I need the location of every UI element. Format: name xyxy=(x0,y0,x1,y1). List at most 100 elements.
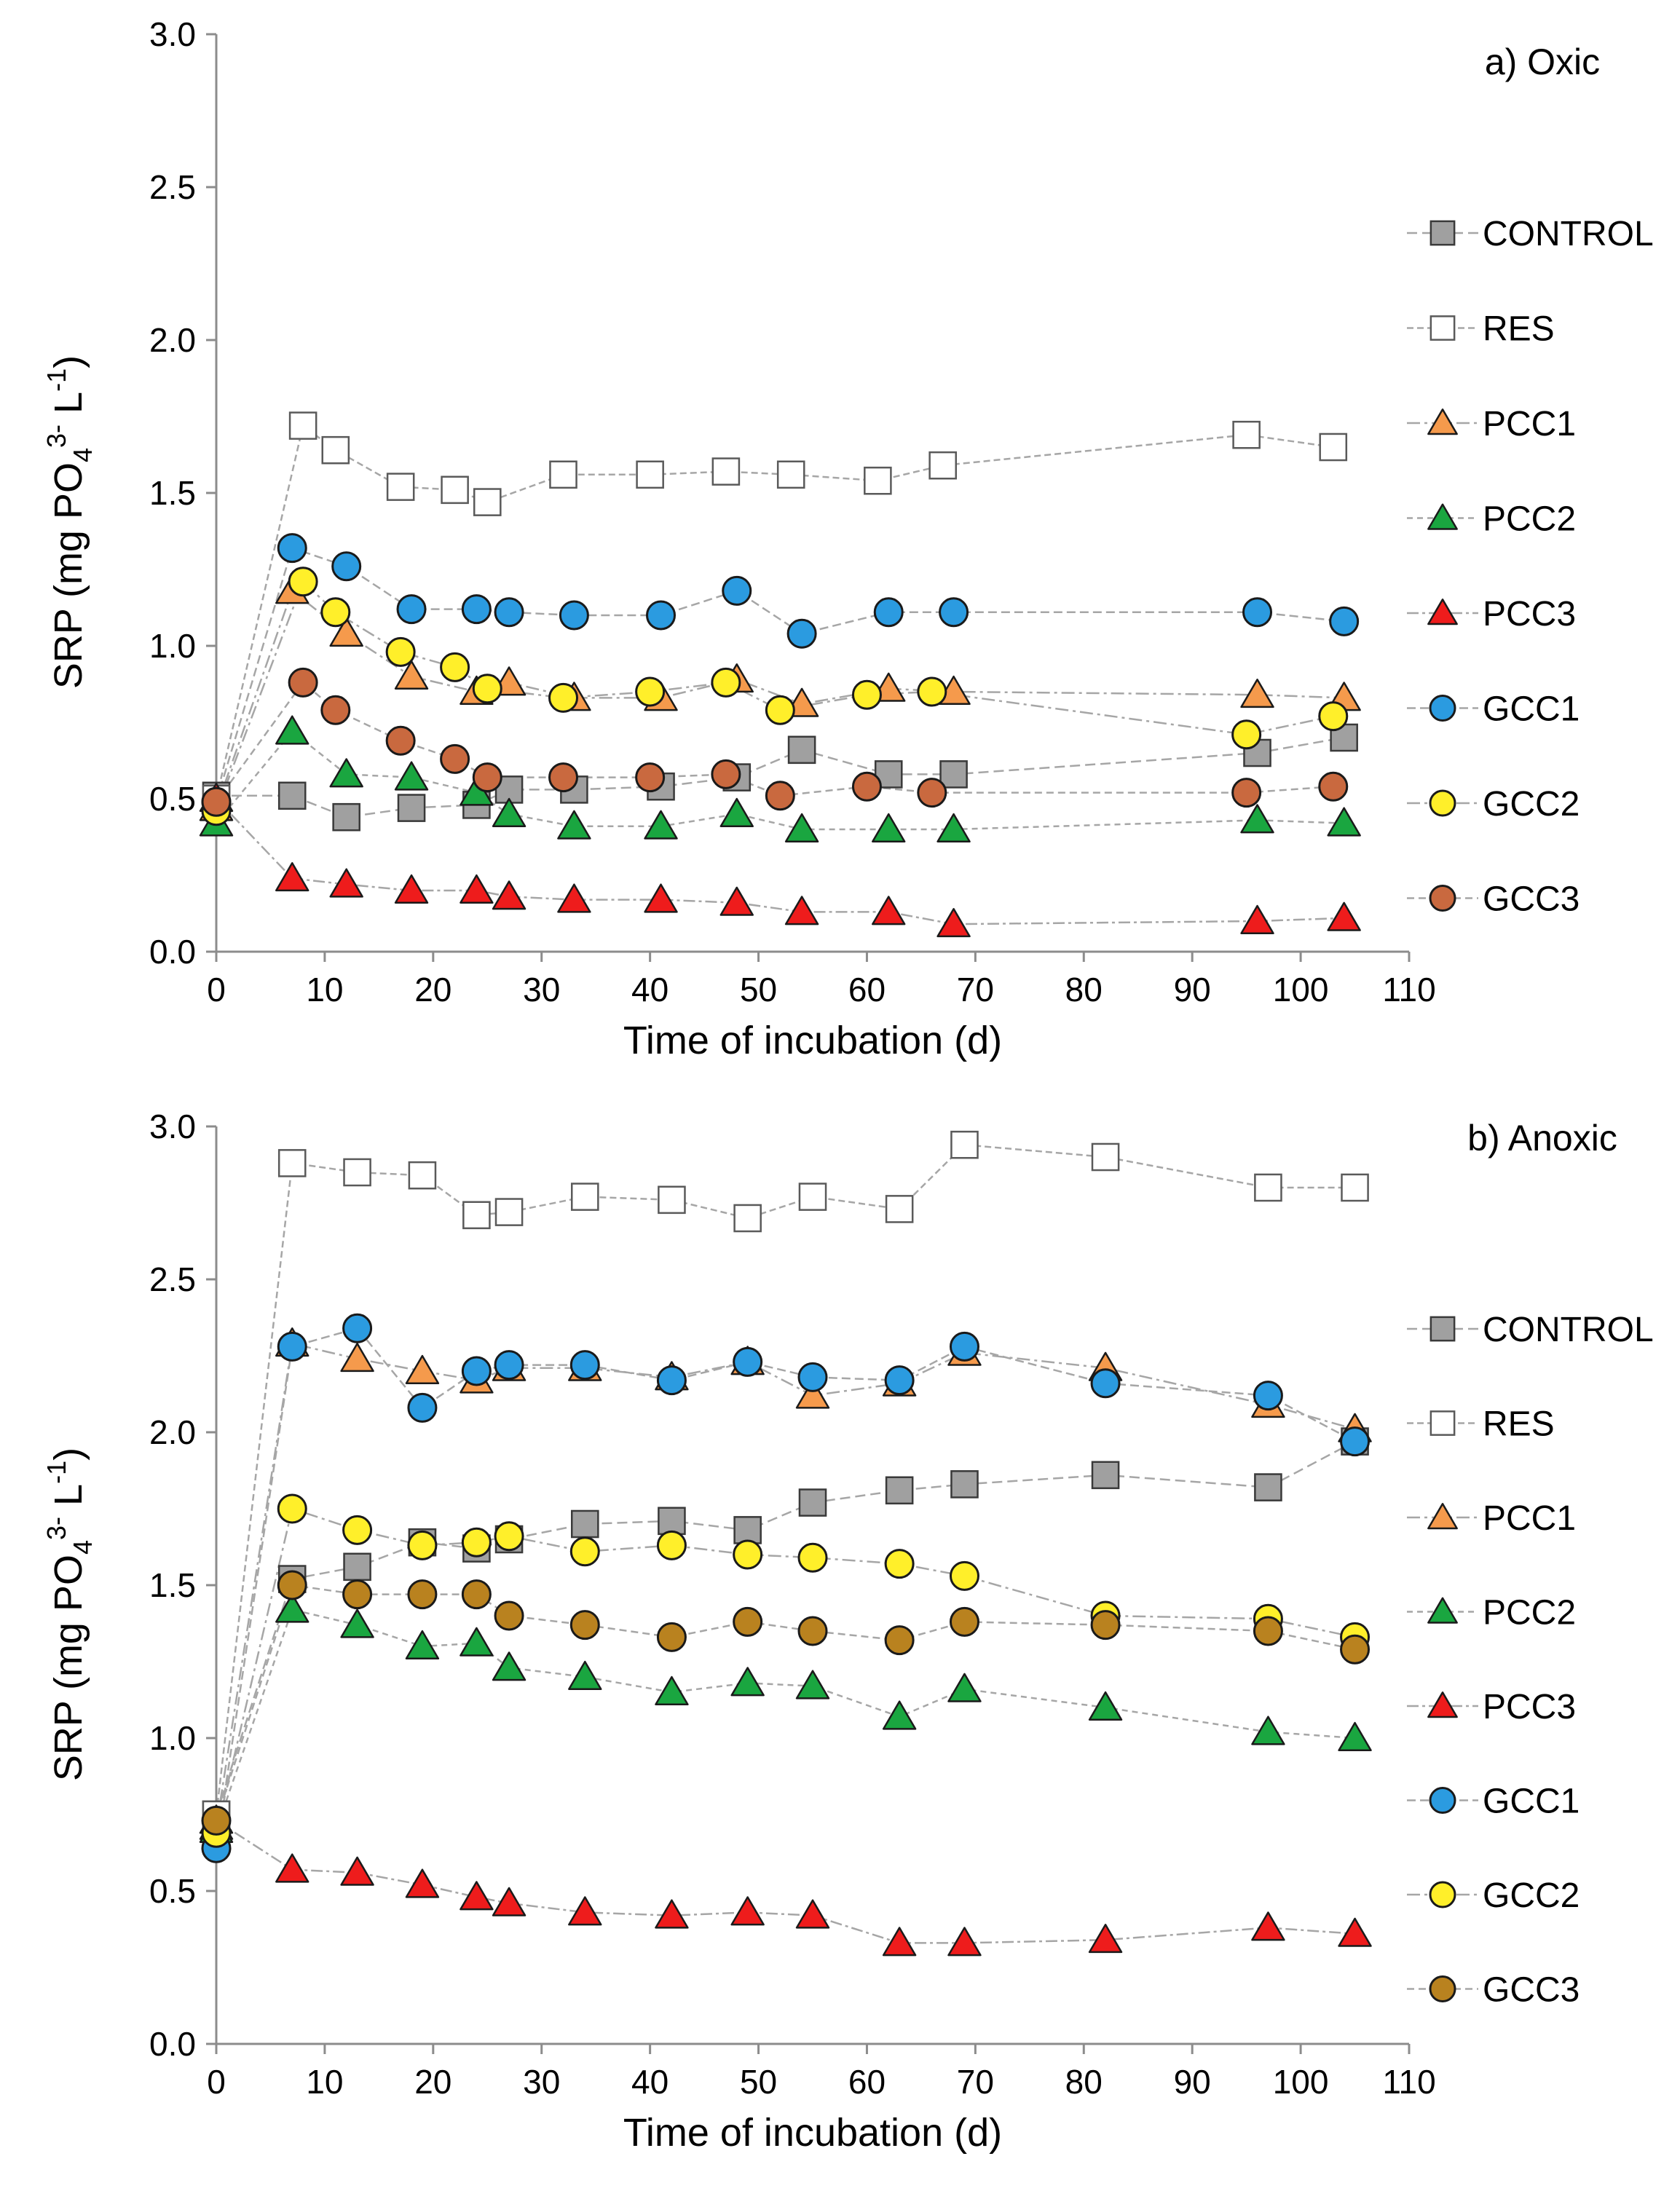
series-gcc1 xyxy=(201,1313,1371,1863)
data-point-gcc3 xyxy=(635,762,666,793)
y-tick-label: 3.0 xyxy=(149,1108,196,1145)
data-point-gcc2 xyxy=(1231,719,1262,750)
data-point-gcc2 xyxy=(472,674,502,704)
data-point-control xyxy=(397,794,426,822)
data-point-gcc3 xyxy=(201,1805,232,1836)
data-point-gcc2 xyxy=(569,1536,600,1567)
data-point-pcc1 xyxy=(1240,679,1274,708)
series-control xyxy=(202,723,1358,832)
data-point-gcc3 xyxy=(765,781,795,811)
data-point-pcc3 xyxy=(936,908,971,938)
data-point-gcc2 xyxy=(548,682,579,713)
data-point-gcc3 xyxy=(1253,1616,1283,1646)
data-point-gcc3 xyxy=(1231,778,1262,808)
series-pcc1 xyxy=(199,1327,1372,1840)
data-point-pcc2 xyxy=(872,813,906,842)
data-point-gcc1 xyxy=(1242,597,1273,628)
legend-marker-pcc3 xyxy=(1427,599,1458,625)
data-point-gcc2 xyxy=(320,597,351,628)
data-point-control xyxy=(939,760,968,789)
data-point-gcc2 xyxy=(407,1530,438,1560)
data-point-pcc3 xyxy=(1088,1924,1123,1954)
data-point-pcc1 xyxy=(795,1379,830,1409)
data-point-control xyxy=(874,760,903,789)
x-tick-label: 90 xyxy=(1174,971,1211,1008)
data-point-res xyxy=(636,460,664,489)
y-tick-label: 0.5 xyxy=(149,1872,196,1910)
data-point-gcc1 xyxy=(407,1392,438,1423)
legend-marker-control xyxy=(1429,220,1456,246)
series-line-pcc2 xyxy=(215,1608,1355,1831)
panel-oxic: 0.0 0.5 1.0 1.5 2.0 2.5 3.0 0 10 20 30 40 50 60 70 80 90… xyxy=(42,15,1654,1062)
data-point-pcc3 xyxy=(340,1856,374,1886)
legend-marker-gcc2 xyxy=(1429,789,1456,817)
data-point-pcc2 xyxy=(340,1608,374,1638)
data-point-gcc1 xyxy=(342,1313,373,1343)
data-point-pcc3 xyxy=(1251,1911,1285,1941)
data-point-pcc2 xyxy=(1251,1716,1285,1745)
legend-marker-gcc3 xyxy=(1429,885,1456,912)
data-point-pcc2 xyxy=(882,1700,917,1730)
legend-marker-res xyxy=(1429,1410,1456,1436)
data-point-res xyxy=(462,1201,491,1230)
series-pcc3 xyxy=(199,1804,1372,1957)
series-line-gcc1 xyxy=(215,547,1344,802)
data-point-pcc3 xyxy=(329,868,363,898)
data-point-pcc3 xyxy=(795,1899,830,1929)
data-point-gcc3 xyxy=(288,667,318,698)
x-tick-label: 0 xyxy=(207,971,226,1008)
legend-label: CONTROL xyxy=(1483,215,1654,253)
data-point-gcc1 xyxy=(797,1362,828,1392)
legend-label: CONTROL xyxy=(1483,1311,1654,1349)
y-axis-label-part: -1 xyxy=(42,368,71,392)
y-tick-label: 1.0 xyxy=(149,1719,196,1757)
data-point-res xyxy=(711,457,741,486)
data-point-gcc3 xyxy=(733,1606,763,1637)
y-axis-label-part: ) xyxy=(47,1448,90,1461)
data-point-gcc2 xyxy=(656,1530,687,1560)
data-point-pcc3 xyxy=(492,880,527,910)
data-point-res xyxy=(776,460,805,489)
series-gcc3 xyxy=(201,667,1349,817)
series-pcc3 xyxy=(199,782,1361,938)
series-pcc2 xyxy=(199,715,1361,842)
x-axis-label: Time of incubation (d) xyxy=(623,1019,1002,1062)
data-point-res xyxy=(1341,1173,1369,1202)
data-point-gcc1 xyxy=(569,1350,600,1381)
x-tick-label: 100 xyxy=(1273,2063,1329,2101)
legend-label: PCC2 xyxy=(1483,1594,1576,1632)
legend-label: PCC1 xyxy=(1483,1499,1576,1538)
legend-marker-gcc1 xyxy=(1429,1787,1456,1814)
data-point-pcc2 xyxy=(557,810,591,840)
data-point-pcc3 xyxy=(492,1887,527,1916)
data-point-res xyxy=(1319,433,1348,462)
data-point-control xyxy=(1091,1461,1120,1490)
data-point-gcc2 xyxy=(342,1515,373,1545)
data-point-res xyxy=(494,1198,524,1226)
data-point-control xyxy=(950,1470,979,1499)
legend-marker-pcc1 xyxy=(1427,1503,1458,1530)
data-point-gcc3 xyxy=(440,743,470,774)
data-point-gcc3 xyxy=(1340,1634,1371,1665)
y-tick-label: 2.5 xyxy=(149,1260,196,1298)
data-point-control xyxy=(570,1509,599,1539)
x-tick-label: 20 xyxy=(414,2063,451,2101)
data-point-pcc2 xyxy=(460,1627,494,1657)
y-tick-label: 0.0 xyxy=(149,933,196,971)
legend-label: GCC1 xyxy=(1483,1782,1580,1821)
data-point-gcc2 xyxy=(884,1549,915,1579)
data-point-pcc2 xyxy=(936,813,971,842)
legend: CONTROL RES PCC1 PCC2 PCC3 GCC1 GCC2 GCC3 xyxy=(1407,1311,1654,2010)
data-point-gcc2 xyxy=(288,566,318,597)
data-point-pcc3 xyxy=(1240,904,1274,934)
data-point-gcc2 xyxy=(851,679,882,710)
x-tick-label: 110 xyxy=(1382,2063,1435,2101)
legend-marker-gcc2 xyxy=(1429,1881,1456,1908)
data-point-gcc2 xyxy=(1318,701,1349,732)
x-tick-label: 80 xyxy=(1065,2063,1103,2101)
data-point-gcc2 xyxy=(635,676,666,707)
data-point-gcc3 xyxy=(201,786,232,817)
data-point-gcc1 xyxy=(656,1365,687,1396)
data-point-gcc2 xyxy=(949,1560,979,1591)
panel-label: a) Oxic xyxy=(1485,42,1600,82)
